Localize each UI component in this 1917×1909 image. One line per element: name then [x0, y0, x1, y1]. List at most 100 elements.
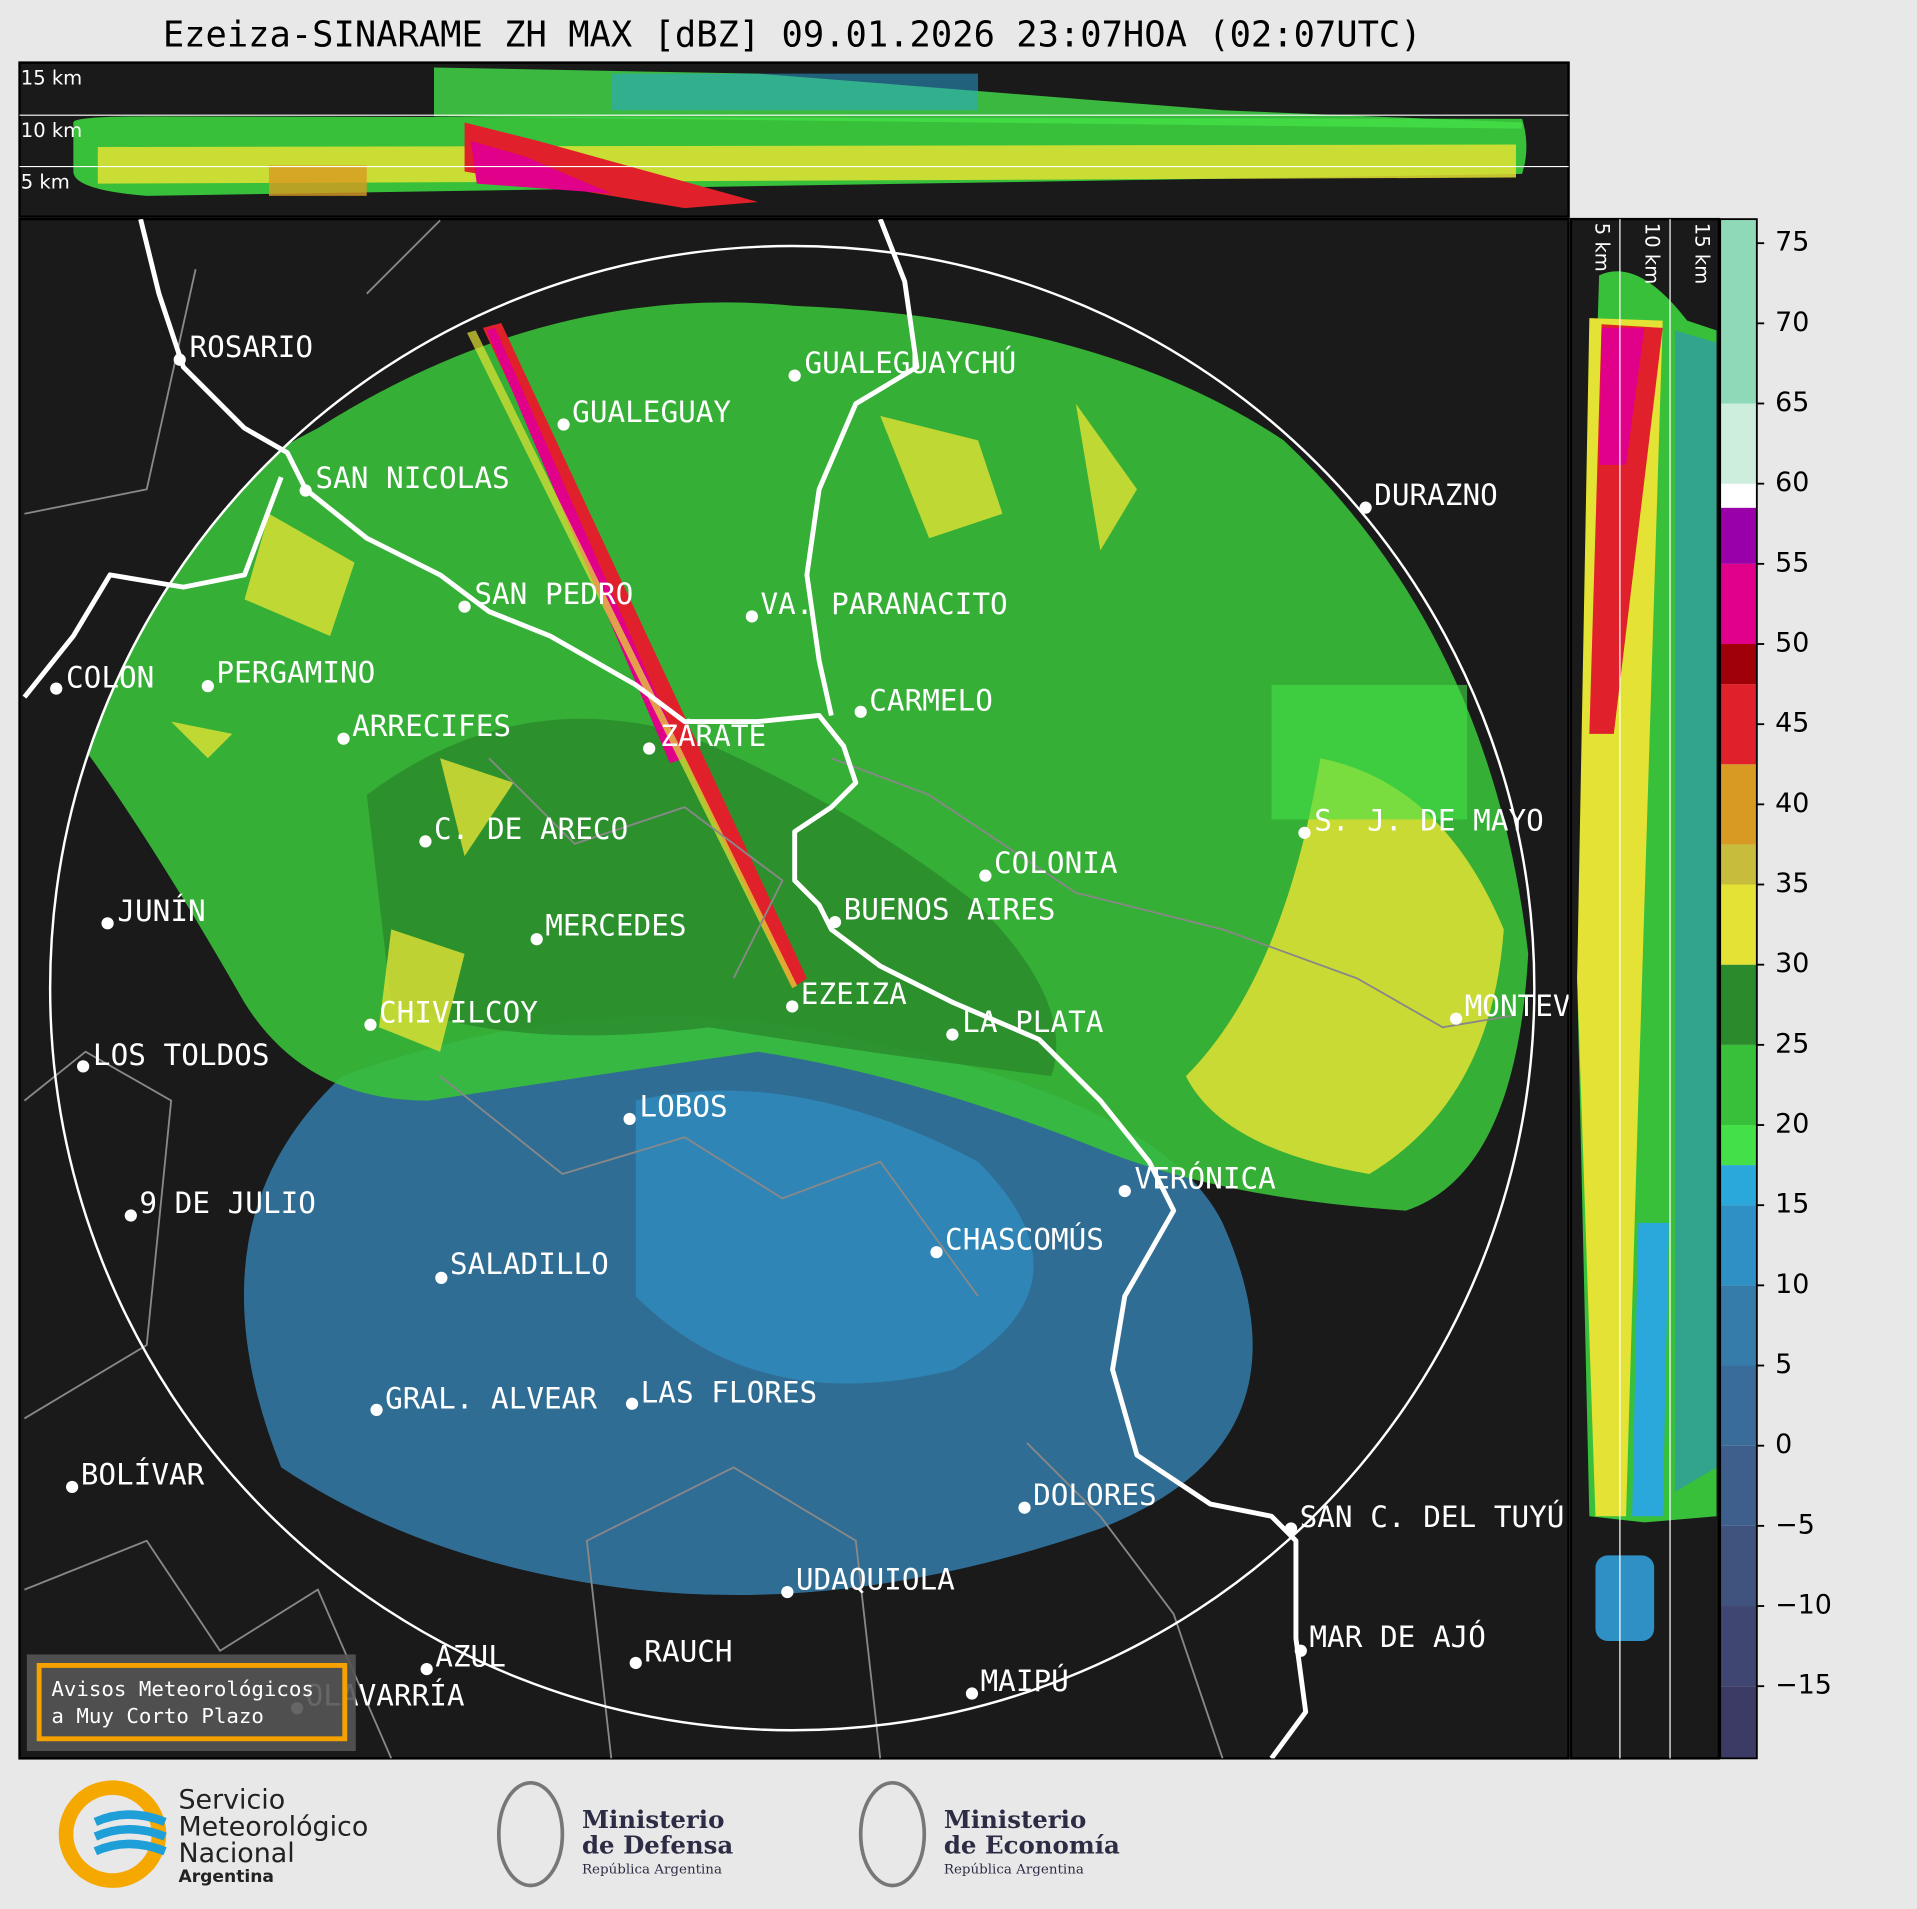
- colorbar-tick-label: 45: [1775, 708, 1809, 739]
- city-label: RAUCH: [644, 1635, 732, 1669]
- height-label: 10 km: [21, 119, 82, 142]
- warning-text: Avisos Meteorológicos: [51, 1677, 314, 1701]
- city-dot: [124, 1209, 137, 1222]
- city-dot: [1118, 1184, 1131, 1198]
- city-label: BUENOS AIRES: [844, 893, 1056, 927]
- colorbar-band: [1720, 1165, 1757, 1206]
- city-dot: [1449, 1012, 1463, 1025]
- city-label: GUALEGUAYCHÚ: [804, 344, 1016, 380]
- colorbar-tick-label: 25: [1775, 1028, 1809, 1059]
- city-dot: [930, 1246, 943, 1259]
- colorbar-band: [1720, 684, 1757, 765]
- city-dot: [299, 484, 312, 497]
- city-dot: [458, 600, 471, 613]
- colorbar-band: [1720, 1445, 1757, 1526]
- colorbar-band: [1720, 1365, 1757, 1446]
- city-label: CARMELO: [869, 684, 993, 718]
- city-dot: [854, 705, 867, 718]
- city-dot: [1284, 1522, 1298, 1535]
- city-label: DURAZNO: [1374, 478, 1498, 512]
- colorbar-band: [1720, 563, 1757, 645]
- city-label: CHIVILCOY: [379, 995, 538, 1029]
- city-dot: [1018, 1501, 1031, 1514]
- colorbar-band: [1720, 844, 1757, 885]
- city-label: GUALEGUAY: [572, 395, 731, 429]
- smn-waves: [93, 1810, 167, 1856]
- city-label: S. J. DE MAYO: [1314, 803, 1544, 837]
- colorbar-tick-label: 60: [1775, 467, 1809, 498]
- colorbar-band: [1720, 1044, 1757, 1126]
- colorbar-tick-label: 75: [1775, 227, 1809, 258]
- footer-text: Nacional: [178, 1838, 294, 1869]
- city-dot: [435, 1271, 448, 1284]
- city-dot: [420, 1662, 433, 1676]
- colorbar-band: [1720, 483, 1757, 508]
- city-dot: [625, 1397, 639, 1410]
- colorbar-tick-label: 70: [1775, 307, 1809, 338]
- range-ring: [48, 244, 1536, 1732]
- city-label: MAR DE AJÓ: [1309, 1618, 1486, 1654]
- city-label: UDAQUIOLA: [796, 1563, 955, 1597]
- city-label: EZEIZA: [801, 977, 907, 1011]
- city-label: BOLÍVAR: [81, 1456, 205, 1491]
- warning-border: [36, 1662, 348, 1742]
- city-dot: [828, 915, 842, 929]
- city-dot: [643, 742, 656, 755]
- city-label: LOS TOLDOS: [93, 1038, 270, 1072]
- colorbar-band: [1720, 1686, 1757, 1759]
- city-dot: [786, 1000, 799, 1013]
- city-label: SAN NICOLAS: [315, 461, 509, 495]
- city-label: MONTEVIDEO: [1465, 989, 1642, 1023]
- city-label: 9 DE JULIO: [139, 1186, 316, 1220]
- city-dot: [781, 1585, 794, 1599]
- city-dot: [965, 1687, 979, 1700]
- colorbar-band: [1720, 507, 1757, 564]
- city-label: GRAL. ALVEAR: [385, 1382, 597, 1416]
- title: Ezeiza-SINARAME ZH MAX [dBZ] 09.01.2026 …: [163, 15, 1422, 56]
- city-dot: [66, 1480, 79, 1494]
- city-dot: [629, 1656, 642, 1670]
- footer-text: República Argentina: [582, 1862, 722, 1877]
- colorbar-tick-label: 35: [1775, 868, 1809, 899]
- city-dot: [979, 869, 992, 882]
- colorbar-band: [1720, 964, 1757, 1045]
- warning-box: [26, 1654, 356, 1752]
- city-dot: [337, 732, 350, 745]
- colorbar-tick-label: −5: [1775, 1509, 1815, 1540]
- coastlines: [22, 219, 1309, 1759]
- city-layer: ROSARIO GUALEGUAYCHÚ GUALEGUAY SAN NICOLAS D…: [50, 330, 1642, 1715]
- city-label: SAN C. DEL TUYÚ: [1300, 1498, 1565, 1534]
- colorbar-tick-label: 40: [1775, 788, 1809, 819]
- city-dot: [101, 917, 114, 930]
- height-label: 10 km: [1641, 223, 1664, 284]
- footer-text: Servicio: [178, 1784, 285, 1815]
- city-dot: [788, 369, 801, 382]
- city-dot: [50, 682, 63, 695]
- borders: [23, 219, 1517, 1759]
- colorbar-tick-label: 65: [1775, 387, 1809, 418]
- footer-text: Ministerio: [582, 1805, 724, 1834]
- colorbar-frame: [1719, 218, 1758, 1760]
- colorbar-tick-label: 55: [1775, 547, 1809, 578]
- city-dot: [364, 1018, 377, 1031]
- city-label: SALADILLO: [450, 1247, 609, 1281]
- city-label: ARRECIFES: [352, 709, 511, 743]
- colorbar-tick-label: 50: [1775, 628, 1809, 659]
- city-label: CHASCOMÚS: [945, 1221, 1104, 1257]
- footer-text: Meteorológico: [178, 1811, 368, 1842]
- coat-of-arms: [858, 1780, 927, 1888]
- radar-echo: [73, 302, 1529, 1596]
- map-layer: ROSARIO GUALEGUAYCHÚ GUALEGUAY SAN NICOLAS D…: [22, 219, 1642, 1759]
- footer-text: de Defensa: [582, 1831, 733, 1860]
- colorbar-tick-label: 20: [1775, 1109, 1809, 1140]
- top-echo: [73, 67, 1527, 209]
- colorbar-band: [1720, 1125, 1757, 1166]
- colorbar-tick-label: 10: [1775, 1269, 1809, 1300]
- colorbar-band: [1720, 403, 1757, 484]
- city-dot: [946, 1028, 959, 1041]
- city-label: SAN PEDRO: [474, 577, 633, 611]
- city-dot: [419, 835, 432, 848]
